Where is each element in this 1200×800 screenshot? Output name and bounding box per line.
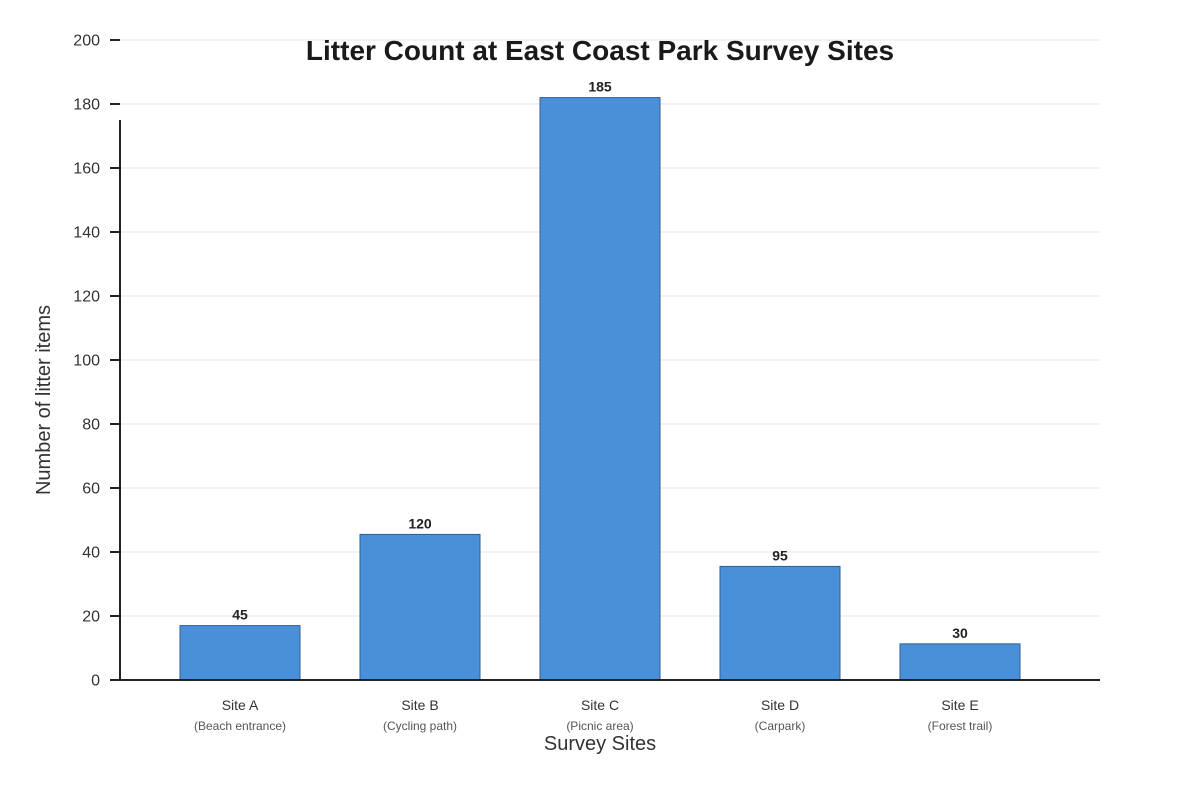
y-tick-label: 200 <box>73 33 100 50</box>
bar-site-d <box>719 565 841 681</box>
x-tick-label: Site C <box>581 697 619 713</box>
y-tick-label: 60 <box>82 481 100 498</box>
x-axis-title: Survey Sites <box>544 733 656 755</box>
data-label: 30 <box>952 625 968 641</box>
x-tick-sublabel: (Cycling path) <box>383 719 457 733</box>
x-tick-label: Site D <box>761 697 799 713</box>
bar-site-b <box>359 533 481 681</box>
axis-layer <box>119 120 1100 681</box>
bar-site-a <box>179 625 301 681</box>
y-tick-label: 40 <box>82 545 100 562</box>
y-tick-label: 140 <box>73 225 100 242</box>
tick-layer: 0 20 40 60 80 100 120 140 160 180 200 <box>73 33 120 690</box>
x-tick-sublabel: (Carpark) <box>755 719 806 733</box>
x-tick-label: Site A <box>222 697 259 713</box>
data-label: 45 <box>232 607 248 623</box>
y-tick-label: 160 <box>73 161 100 178</box>
chart-title: Litter Count at East Coast Park Survey S… <box>306 35 894 66</box>
x-tick-label: Site E <box>941 697 978 713</box>
y-tick-label: 0 <box>91 673 100 690</box>
x-tick-sublabel: (Beach entrance) <box>194 719 286 733</box>
data-label: 185 <box>588 79 612 95</box>
x-tick-label: Site B <box>401 697 438 713</box>
y-tick-label: 120 <box>73 289 100 306</box>
y-tick-label: 100 <box>73 353 100 370</box>
bar-site-e <box>899 643 1021 681</box>
y-axis-title: Number of litter items <box>33 305 55 495</box>
bar-site-c <box>539 97 661 681</box>
label-layer: 45 Site A (Beach entrance) 120 Site B (Cyclin… <box>194 79 992 733</box>
y-tick-label: 80 <box>82 417 100 434</box>
data-label: 95 <box>772 547 788 563</box>
y-tick-label: 20 <box>82 609 100 626</box>
bar-layer <box>179 97 1021 681</box>
x-tick-sublabel: (Forest trail) <box>928 719 993 733</box>
x-tick-sublabel: (Picnic area) <box>566 719 633 733</box>
data-label: 120 <box>408 515 432 531</box>
y-tick-label: 180 <box>73 97 100 114</box>
